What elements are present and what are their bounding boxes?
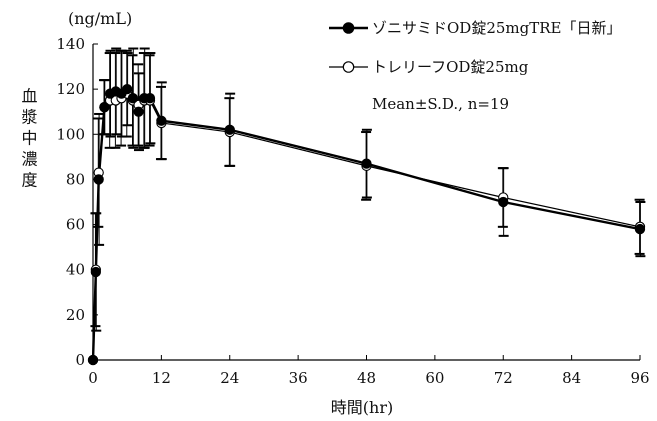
- y-tick-label: 140: [56, 35, 85, 53]
- y-unit-label: (ng/mL): [68, 9, 132, 28]
- y-tick-label: 100: [56, 125, 85, 143]
- data-point-test: [634, 223, 646, 235]
- series-layer: [87, 83, 646, 366]
- data-point-test: [90, 266, 101, 278]
- x-tick-label: 24: [220, 369, 239, 387]
- data-point-test: [133, 106, 144, 117]
- x-tick-label: 72: [494, 369, 513, 387]
- x-tick-label: 60: [425, 369, 444, 387]
- y-tick-label: 0: [75, 351, 85, 369]
- data-point-test: [127, 93, 139, 104]
- x-axis-title: 時間(hr): [331, 398, 393, 417]
- stat-note: Mean±S.D., n=19: [372, 95, 509, 113]
- x-tick-label: 96: [630, 369, 649, 387]
- data-point-test: [498, 196, 509, 208]
- y-tick-label: 40: [66, 261, 85, 279]
- legend-marker-test: [342, 22, 355, 34]
- legend-marker-reference: [342, 61, 355, 73]
- y-tick-label: 20: [66, 306, 85, 324]
- data-point-test: [361, 158, 372, 169]
- data-point-test: [224, 124, 235, 135]
- axes-layer: 0 20 40 60 80 100 120 140 0 12 24 36 48 60 72 84 96: [56, 35, 649, 387]
- data-point-test: [122, 83, 133, 95]
- errorbar-layer: [90, 47, 646, 332]
- legend-label-reference: トレリーフOD錠25mg: [372, 58, 529, 76]
- data-point-test: [87, 354, 99, 366]
- data-point-test: [99, 102, 110, 113]
- legend-label-test: ゾニサミドOD錠25mgTRE「日新」: [372, 19, 622, 37]
- x-tick-label: 48: [357, 369, 376, 387]
- x-tick-label: 12: [152, 369, 171, 387]
- data-point-test: [93, 174, 104, 185]
- data-point-test: [156, 115, 167, 126]
- y-tick-label: 120: [56, 80, 85, 98]
- y-axis-title: 血漿中濃度: [19, 88, 38, 193]
- y-tick-label: 80: [66, 170, 85, 188]
- y-tick-label: 60: [66, 216, 85, 234]
- x-tick-label: 36: [289, 369, 308, 387]
- data-point-test: [144, 93, 156, 104]
- x-tick-label: 84: [562, 369, 581, 387]
- legend: ゾニサミドOD錠25mgTRE「日新」 トレリーフOD錠25mg: [329, 19, 622, 76]
- x-tick-label: 0: [88, 369, 98, 387]
